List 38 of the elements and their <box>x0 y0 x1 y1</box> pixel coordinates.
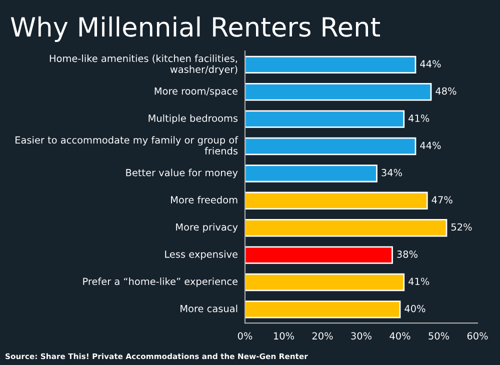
bar <box>245 246 393 264</box>
y-tick-label: Better value for money <box>126 168 238 178</box>
y-tick-label: Multiple bedrooms <box>148 114 238 124</box>
y-tick-label: Easier to accommodate my family or group of friends <box>16 136 238 155</box>
bar <box>245 164 378 182</box>
y-tick-label: Prefer a “home-like” experience <box>83 278 238 287</box>
data-label: 52% <box>451 223 472 231</box>
x-tick-label: 0% <box>238 332 252 340</box>
data-label: 40% <box>404 304 426 312</box>
bar <box>245 110 405 128</box>
x-tick-label: 50% <box>428 332 450 340</box>
x-tick-label: 10% <box>274 332 294 340</box>
data-label: 44% <box>420 142 441 150</box>
y-tick-label: More room/space <box>154 87 238 97</box>
x-tick-label: 30% <box>351 332 372 340</box>
y-tick-label: More freedom <box>171 196 238 204</box>
chart-title: Why Millennial Renters Rent <box>10 16 380 42</box>
x-tick-label: 40% <box>390 332 410 340</box>
x-tick-label: 20% <box>312 332 333 340</box>
bar <box>245 219 448 237</box>
bar <box>245 300 401 318</box>
bar <box>245 137 416 156</box>
y-tick-label: More privacy <box>176 223 238 233</box>
data-label: 48% <box>436 87 456 95</box>
data-label: 47% <box>432 196 452 204</box>
bar <box>245 56 416 74</box>
bar <box>245 192 428 210</box>
bar <box>245 83 432 101</box>
data-label: 41% <box>408 278 430 286</box>
y-tick-label: Less expensive <box>165 250 238 260</box>
y-tick-label: Home-like amenities (kitchen facilities, washer/dryer) <box>50 54 238 75</box>
data-label: 41% <box>408 114 430 122</box>
data-label: 34% <box>382 168 402 176</box>
x-tick-label: 60% <box>467 332 488 340</box>
data-label: 38% <box>397 250 418 258</box>
data-label: 44% <box>420 60 441 68</box>
y-tick-label: More casual <box>180 304 238 312</box>
bar <box>245 273 405 292</box>
